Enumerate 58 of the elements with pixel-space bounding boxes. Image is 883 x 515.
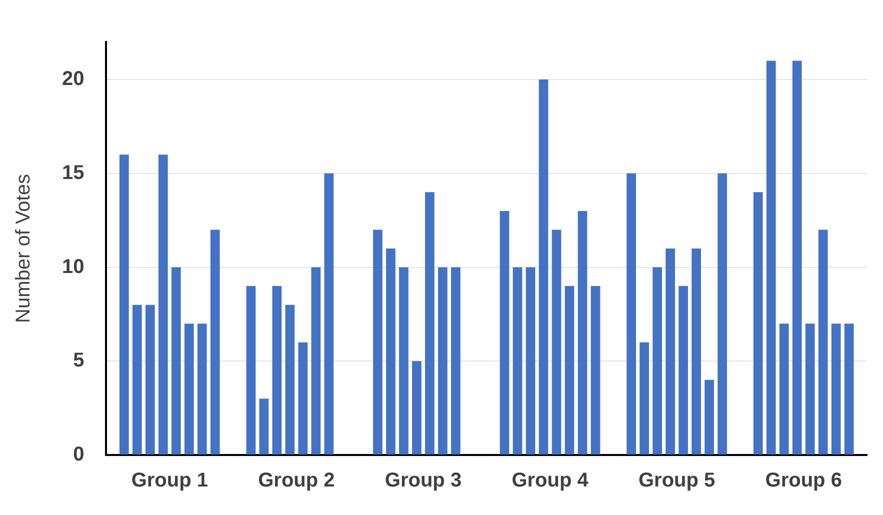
bar	[158, 154, 168, 454]
bar	[844, 324, 854, 454]
y-axis-title: Number of Votes	[12, 174, 35, 323]
bar	[298, 342, 308, 454]
x-tick-label: Group 1	[131, 470, 208, 492]
bar	[500, 210, 510, 454]
bar	[197, 324, 207, 454]
bar	[132, 304, 142, 454]
bar	[386, 248, 396, 454]
bar	[311, 267, 321, 454]
bar	[324, 173, 334, 454]
y-tick-label: 10	[62, 256, 84, 278]
bar	[373, 230, 382, 454]
bar	[552, 230, 562, 454]
bar	[184, 324, 194, 454]
x-tick-label: Group 4	[512, 470, 590, 492]
bar	[779, 324, 789, 454]
bar	[526, 267, 536, 454]
x-tick-label: Group 2	[258, 470, 335, 492]
bar	[666, 248, 675, 454]
bar	[399, 267, 408, 454]
x-tick-label: Group 6	[765, 470, 842, 492]
bar	[259, 398, 269, 454]
bar	[145, 304, 155, 454]
bar	[704, 380, 714, 454]
y-tick-label: 5	[73, 350, 84, 372]
bar	[272, 286, 282, 454]
bar	[818, 230, 828, 454]
bar	[640, 342, 649, 454]
bar	[425, 192, 434, 454]
y-tick-label: 15	[62, 162, 84, 184]
bar	[564, 286, 574, 454]
bar	[285, 304, 295, 454]
bar	[718, 173, 727, 454]
bar	[692, 248, 701, 454]
bar	[626, 173, 636, 454]
bar	[171, 267, 181, 454]
x-tick-label: Group 3	[384, 470, 462, 492]
bar	[210, 230, 220, 454]
bar	[438, 267, 448, 454]
y-tick-label: 20	[62, 68, 84, 90]
bar	[792, 60, 802, 454]
bar	[119, 154, 129, 454]
x-tick-label: Group 5	[638, 470, 716, 492]
bar	[678, 286, 688, 454]
bar	[412, 361, 422, 454]
bar	[652, 267, 662, 454]
bar	[805, 324, 815, 454]
bar	[753, 192, 763, 454]
bar	[246, 286, 256, 454]
bar	[578, 210, 588, 454]
bar	[538, 80, 548, 454]
bar	[831, 324, 841, 454]
bar	[512, 267, 522, 454]
y-tick-label: 0	[73, 444, 84, 466]
bar	[766, 60, 776, 454]
bar	[590, 286, 600, 454]
bar	[451, 267, 460, 454]
